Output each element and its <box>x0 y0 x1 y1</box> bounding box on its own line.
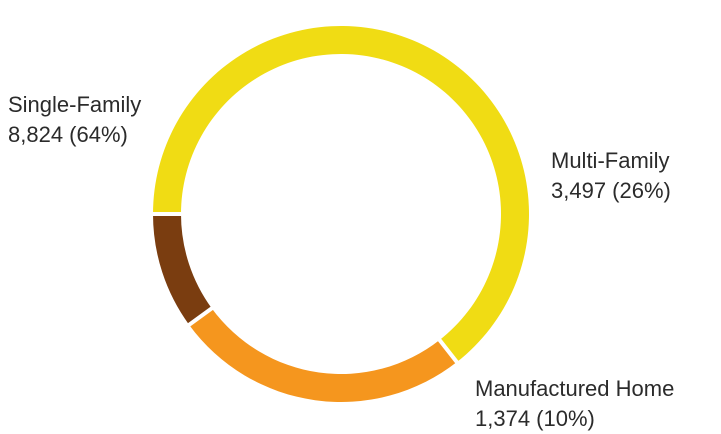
slice-value-multi-family: 3,497 (26%) <box>551 178 671 203</box>
slice-label-manufactured-home: Manufactured Home 1,374 (10%) <box>475 374 674 434</box>
donut-slice-multi-family <box>189 308 457 403</box>
slice-value-manufactured-home: 1,374 (10%) <box>475 406 595 431</box>
slice-name-multi-family: Multi-Family <box>551 148 670 173</box>
slice-separator <box>187 306 214 328</box>
slice-value-single-family: 8,824 (64%) <box>8 122 128 147</box>
donut-slice-manufactured-home <box>153 214 212 325</box>
slice-label-multi-family: Multi-Family 3,497 (26%) <box>551 146 671 206</box>
slice-label-single-family: Single-Family 8,824 (64%) <box>8 90 141 150</box>
slice-name-single-family: Single-Family <box>8 92 142 117</box>
slice-separator <box>437 337 460 365</box>
slice-name-manufactured-home: Manufactured Home <box>475 376 675 401</box>
